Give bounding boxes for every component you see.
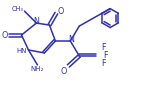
Text: NH₂: NH₂ xyxy=(31,66,44,72)
Text: O: O xyxy=(61,67,67,76)
Text: O: O xyxy=(57,7,64,16)
Text: F: F xyxy=(103,51,108,60)
Text: N: N xyxy=(68,34,74,44)
Text: F: F xyxy=(101,59,106,68)
Text: CH₃: CH₃ xyxy=(12,6,24,12)
Text: HN: HN xyxy=(16,48,27,54)
Text: F: F xyxy=(101,44,106,52)
Text: N: N xyxy=(33,17,39,26)
Text: O: O xyxy=(1,31,8,40)
